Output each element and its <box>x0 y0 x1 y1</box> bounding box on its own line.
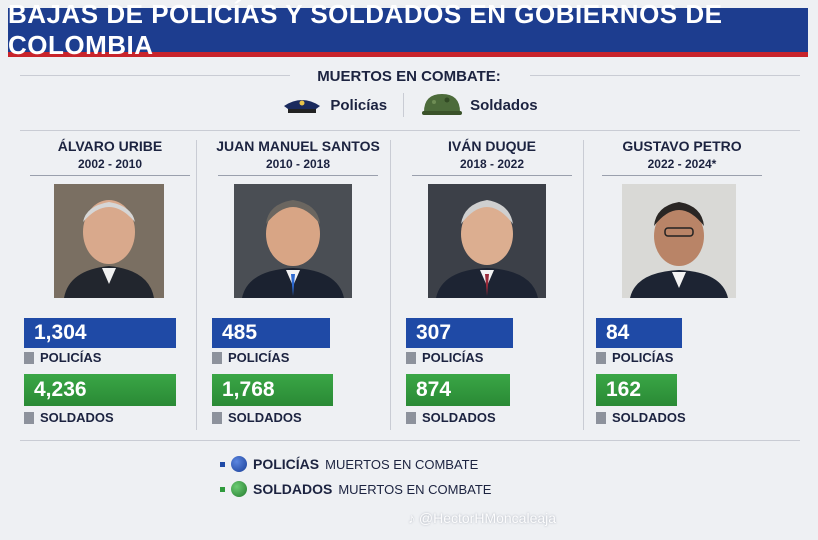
underline <box>30 175 190 176</box>
column-separator <box>196 140 197 430</box>
soldier-bar: 1,768 <box>212 374 333 406</box>
legend-marker <box>220 461 225 467</box>
president-column-santos: JUAN MANUEL SANTOS 2010 - 2018 485 POLIC… <box>208 138 388 433</box>
soldier-bar: 4,236 <box>24 374 176 406</box>
president-name: JUAN MANUEL SANTOS <box>216 138 380 154</box>
legend-police: Policías <box>280 94 387 116</box>
president-name: GUSTAVO PETRO <box>622 138 742 154</box>
divider <box>20 440 800 441</box>
underline <box>218 175 378 176</box>
police-bar: 485 <box>212 318 330 348</box>
subtitle: MUERTOS EN COMBATE: <box>317 68 501 85</box>
top-legend: Policías Soldados <box>0 90 818 120</box>
divider <box>20 75 290 76</box>
portrait-silhouette <box>622 184 736 298</box>
divider <box>530 75 800 76</box>
military-helmet-icon <box>422 94 463 115</box>
divider <box>20 130 800 131</box>
portrait-silhouette <box>428 184 546 298</box>
legend-text: MUERTOS EN COMBATE <box>338 481 492 497</box>
soldier-dot-icon <box>231 481 247 497</box>
bottom-legend-police: POLICÍAS MUERTOS EN COMBATE <box>220 456 478 472</box>
column-separator <box>390 140 391 430</box>
soldier-label: SOLDADOS <box>596 410 686 425</box>
underline <box>412 175 572 176</box>
watermark-text: @HectorHMoncaleaja <box>418 510 557 526</box>
police-bar: 307 <box>406 318 513 348</box>
term-years: 2002 - 2010 <box>77 157 143 171</box>
president-column-petro: GUSTAVO PETRO 2022 - 2024* 84 POLICÍAS 1… <box>592 138 772 433</box>
column-separator <box>583 140 584 430</box>
soldier-value-label: 4,236 <box>34 378 87 401</box>
portrait-silhouette <box>234 184 352 298</box>
police-value-label: 1,304 <box>34 321 87 344</box>
police-value-label: 84 <box>606 321 630 344</box>
soldier-label: SOLDADOS <box>406 410 496 425</box>
legend-text: MUERTOS EN COMBATE <box>325 456 479 472</box>
police-label: POLICÍAS <box>212 350 289 365</box>
president-name: ÁLVARO URIBE <box>57 138 163 154</box>
police-label: POLICÍAS <box>24 350 101 365</box>
police-label: POLICÍAS <box>406 350 483 365</box>
portrait-silhouette <box>54 184 164 298</box>
police-label: POLICÍAS <box>596 350 673 365</box>
soldier-bar: 874 <box>406 374 510 406</box>
police-bar: 1,304 <box>24 318 176 348</box>
term-years: 2022 - 2024* <box>647 157 717 171</box>
soldier-value-label: 1,768 <box>222 378 275 401</box>
underline <box>602 175 762 176</box>
soldier-label: SOLDADOS <box>212 410 302 425</box>
chart-title: BAJAS DE POLICÍAS Y SOLDADOS EN GOBIERNO… <box>8 0 723 60</box>
police-dot-icon <box>231 456 247 472</box>
soldier-value-label: 874 <box>416 378 452 401</box>
watermark: ♪ @HectorHMoncaleaja <box>408 510 556 526</box>
president-portrait <box>54 184 164 298</box>
police-cap-icon <box>284 100 321 113</box>
legend-marker <box>220 486 225 492</box>
soldier-value-label: 162 <box>606 378 642 401</box>
president-portrait <box>428 184 546 298</box>
tiktok-icon: ♪ <box>408 510 415 526</box>
police-value-label: 485 <box>222 321 258 344</box>
president-portrait <box>622 184 736 298</box>
legend-bold: SOLDADOS <box>253 481 333 497</box>
president-column-duque: IVÁN DUQUE 2018 - 2022 307 POLICÍAS 874 … <box>402 138 582 433</box>
legend-separator <box>403 93 405 117</box>
term-years: 2010 - 2018 <box>265 157 331 171</box>
legend-bold: POLICÍAS <box>253 456 320 472</box>
president-portrait <box>234 184 352 298</box>
legend-police-label: Policías <box>330 96 388 114</box>
term-years: 2018 - 2022 <box>459 157 525 171</box>
legend-soldiers: Soldados <box>420 92 538 118</box>
soldier-bar: 162 <box>596 374 677 406</box>
police-value-label: 307 <box>416 321 452 344</box>
title-banner: BAJAS DE POLICÍAS Y SOLDADOS EN GOBIERNO… <box>8 0 808 60</box>
legend-soldiers-label: Soldados <box>470 96 538 114</box>
soldier-label: SOLDADOS <box>24 410 114 425</box>
president-name: IVÁN DUQUE <box>448 138 536 154</box>
police-bar: 84 <box>596 318 682 348</box>
bottom-legend-soldiers: SOLDADOS MUERTOS EN COMBATE <box>220 481 491 497</box>
president-column-uribe: ÁLVARO URIBE 2002 - 2010 1,304 POLICÍAS … <box>20 138 200 433</box>
